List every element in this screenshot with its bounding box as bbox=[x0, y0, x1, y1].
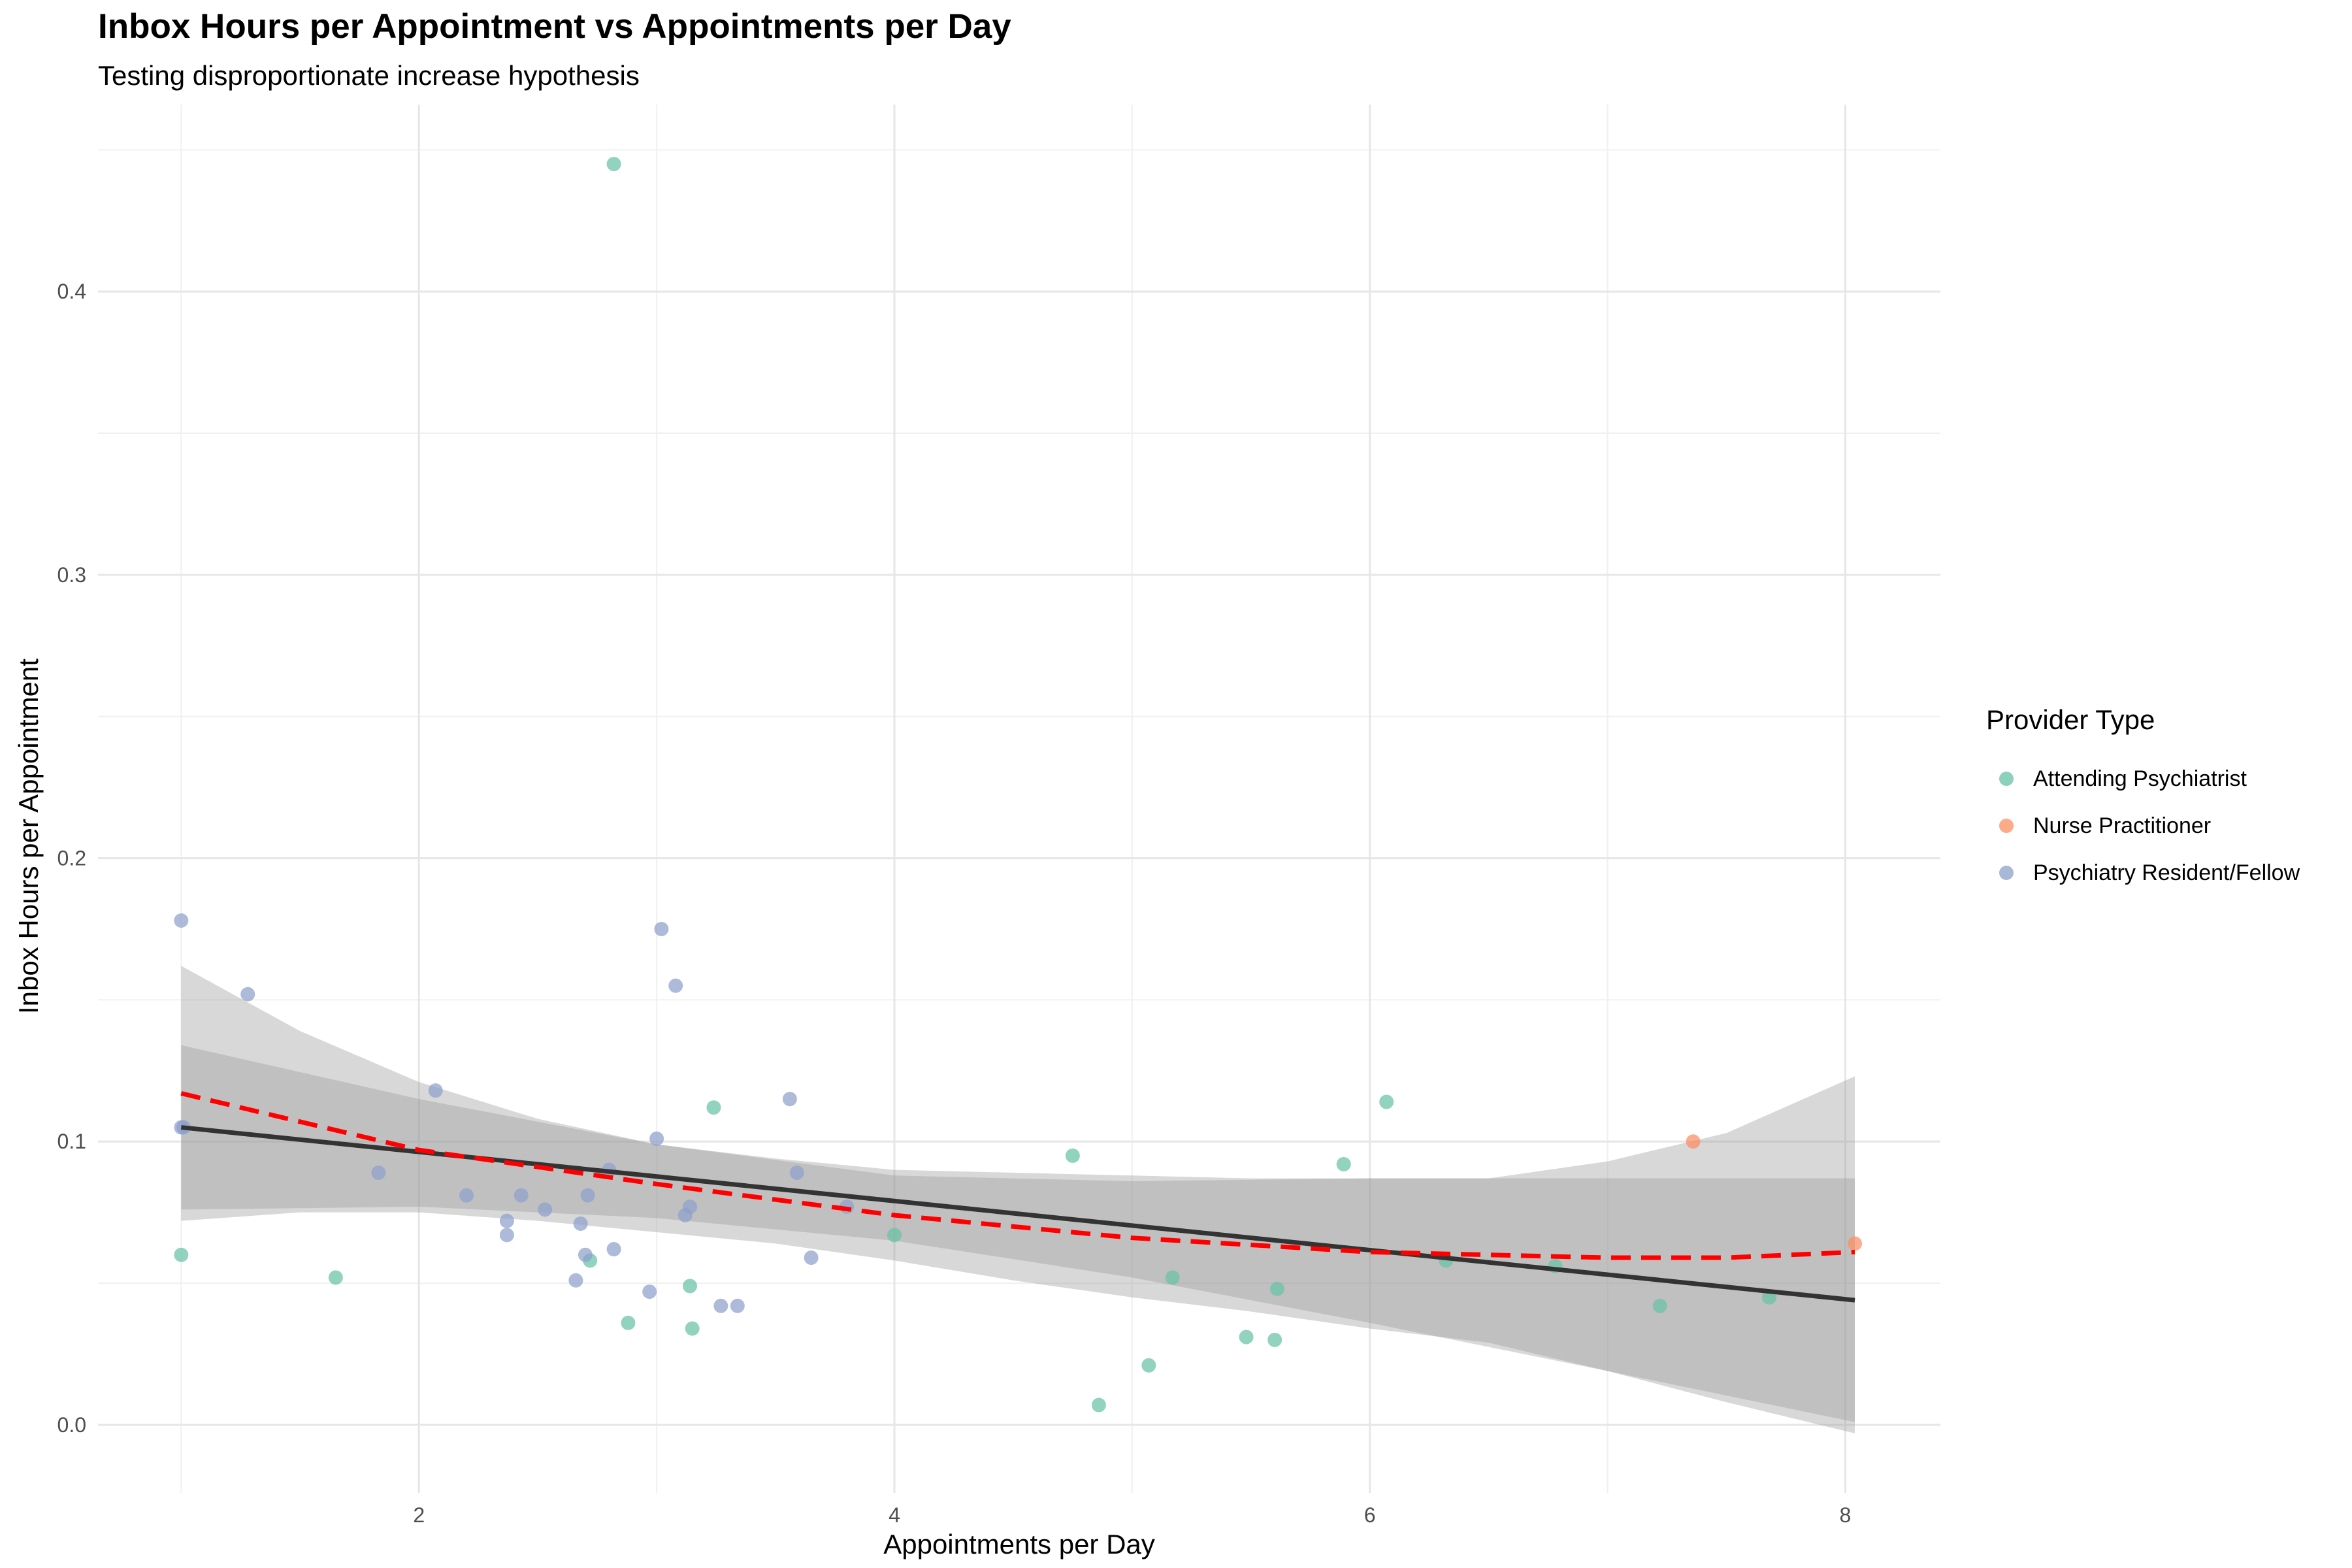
legend-item-resident: Psychiatry Resident/Fellow bbox=[1986, 849, 2300, 896]
point-psychiatry-resident-fellow bbox=[730, 1298, 745, 1313]
point-attending-psychiatrist bbox=[685, 1321, 700, 1336]
point-psychiatry-resident-fellow bbox=[606, 1242, 621, 1257]
loess-fit-line bbox=[180, 1091, 1855, 1260]
point-attending-psychiatrist bbox=[1239, 1330, 1254, 1345]
legend-key-resident bbox=[1999, 866, 2014, 880]
legend-label: Attending Psychiatrist bbox=[2033, 766, 2247, 791]
x-tick-label: 8 bbox=[1840, 1503, 1852, 1527]
point-psychiatry-resident-fellow bbox=[804, 1250, 819, 1266]
point-attending-psychiatrist bbox=[1267, 1332, 1282, 1347]
point-psychiatry-resident-fellow bbox=[578, 1247, 593, 1262]
point-psychiatry-resident-fellow bbox=[538, 1202, 553, 1217]
point-psychiatry-resident-fellow bbox=[683, 1199, 698, 1214]
point-psychiatry-resident-fellow bbox=[649, 1131, 664, 1146]
point-psychiatry-resident-fellow bbox=[459, 1188, 474, 1203]
y-tick-label: 0.0 bbox=[57, 1413, 86, 1437]
point-psychiatry-resident-fellow bbox=[514, 1188, 529, 1203]
point-attending-psychiatrist bbox=[1141, 1358, 1156, 1373]
point-psychiatry-resident-fellow bbox=[782, 1092, 797, 1107]
y-axis-title: Inbox Hours per Appointment bbox=[13, 659, 44, 1014]
point-attending-psychiatrist bbox=[174, 1247, 189, 1262]
loess-ci-band bbox=[181, 966, 1855, 1433]
point-attending-psychiatrist bbox=[1269, 1281, 1284, 1296]
confidence-bands bbox=[181, 966, 1855, 1433]
point-psychiatry-resident-fellow bbox=[174, 913, 189, 928]
x-tick-label: 6 bbox=[1364, 1503, 1376, 1527]
legend: Provider Type Attending Psychiatrist Nur… bbox=[1986, 704, 2300, 896]
point-attending-psychiatrist bbox=[706, 1100, 721, 1115]
point-psychiatry-resident-fellow bbox=[499, 1228, 514, 1243]
point-psychiatry-resident-fellow bbox=[573, 1217, 588, 1232]
point-attending-psychiatrist bbox=[887, 1228, 902, 1243]
point-psychiatry-resident-fellow bbox=[428, 1083, 443, 1098]
x-axis-title: Appointments per Day bbox=[883, 1529, 1155, 1560]
y-tick-label: 0.4 bbox=[57, 280, 86, 303]
point-attending-psychiatrist bbox=[328, 1270, 343, 1285]
point-attending-psychiatrist bbox=[1336, 1156, 1351, 1171]
point-psychiatry-resident-fellow bbox=[642, 1284, 657, 1299]
point-psychiatry-resident-fellow bbox=[499, 1213, 514, 1228]
point-psychiatry-resident-fellow bbox=[713, 1298, 728, 1313]
legend-key-nurse-practitioner bbox=[1999, 819, 2014, 833]
point-psychiatry-resident-fellow bbox=[371, 1165, 386, 1180]
data-points bbox=[174, 157, 1863, 1413]
point-attending-psychiatrist bbox=[1379, 1094, 1394, 1109]
x-tick-label: 4 bbox=[889, 1503, 900, 1527]
legend-title: Provider Type bbox=[1986, 704, 2155, 735]
y-tick-label: 0.3 bbox=[57, 563, 86, 587]
point-attending-psychiatrist bbox=[1652, 1298, 1667, 1313]
legend-label: Nurse Practitioner bbox=[2033, 813, 2212, 838]
x-tick-label: 2 bbox=[413, 1503, 425, 1527]
y-tick-label: 0.1 bbox=[57, 1130, 86, 1153]
point-psychiatry-resident-fellow bbox=[668, 978, 683, 993]
tick-labels: 2 4 6 8 0.0 0.1 0.2 0.3 0.4 bbox=[57, 280, 1852, 1527]
point-psychiatry-resident-fellow bbox=[240, 987, 255, 1002]
point-nurse-practitioner bbox=[1848, 1236, 1863, 1251]
fit-lines bbox=[180, 1091, 1855, 1303]
legend-item-attending: Attending Psychiatrist bbox=[1986, 755, 2300, 802]
chart-subtitle: Testing disproportionate increase hypoth… bbox=[98, 60, 640, 91]
legend-key-attending bbox=[1999, 772, 2014, 786]
gridlines bbox=[98, 105, 1940, 1493]
point-attending-psychiatrist bbox=[683, 1279, 698, 1294]
point-psychiatry-resident-fellow bbox=[654, 921, 669, 936]
point-attending-psychiatrist bbox=[1091, 1397, 1106, 1413]
point-nurse-practitioner bbox=[1686, 1134, 1701, 1149]
point-psychiatry-resident-fellow bbox=[568, 1273, 583, 1288]
point-attending-psychiatrist bbox=[1065, 1148, 1080, 1163]
chart-title: Inbox Hours per Appointment vs Appointme… bbox=[98, 7, 1011, 46]
y-tick-label: 0.2 bbox=[57, 847, 86, 870]
legend-item-nurse-practitioner: Nurse Practitioner bbox=[1986, 802, 2300, 849]
point-psychiatry-resident-fellow bbox=[580, 1188, 595, 1203]
point-psychiatry-resident-fellow bbox=[789, 1165, 804, 1180]
linear-ci-band bbox=[181, 1045, 1855, 1422]
point-attending-psychiatrist bbox=[621, 1315, 636, 1330]
legend-label: Psychiatry Resident/Fellow bbox=[2033, 860, 2300, 885]
point-attending-psychiatrist bbox=[1165, 1270, 1180, 1285]
point-attending-psychiatrist bbox=[606, 157, 621, 172]
